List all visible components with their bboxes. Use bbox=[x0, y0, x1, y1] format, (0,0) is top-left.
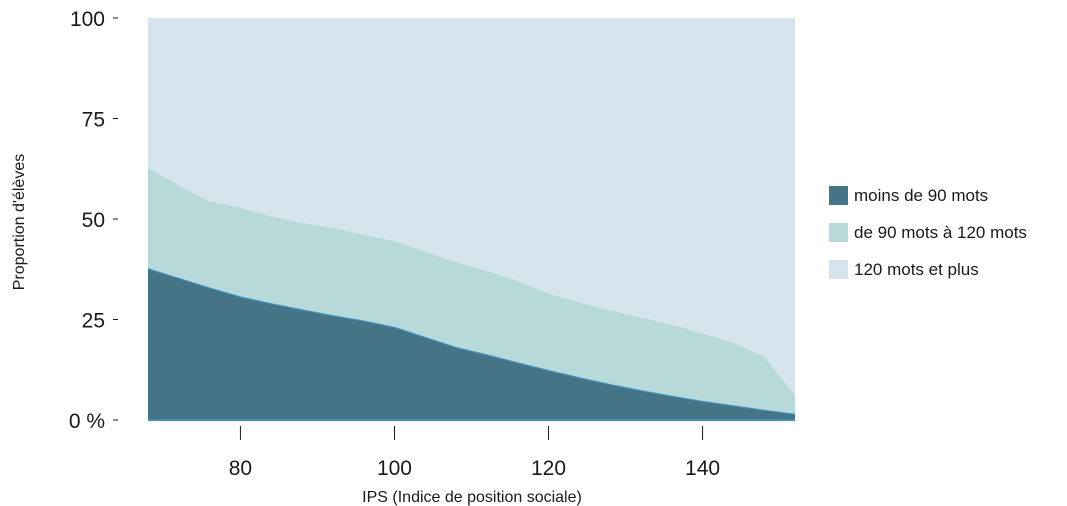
x-axis: 80 100 120 140 bbox=[229, 426, 720, 480]
y-axis: 0 % 25 50 75 100 bbox=[69, 8, 118, 433]
legend-item-120-mots-et-plus: 120 mots et plus bbox=[829, 260, 1027, 279]
x-tick-label: 120 bbox=[531, 457, 566, 480]
legend-label: 120 mots et plus bbox=[854, 260, 979, 280]
legend-item-90-a-120-mots: de 90 mots à 120 mots bbox=[829, 223, 1027, 242]
x-tick-label: 80 bbox=[229, 457, 252, 480]
legend-swatch bbox=[829, 186, 848, 205]
y-tick-label: 25 bbox=[82, 310, 105, 333]
x-axis-title: IPS (Indice de position sociale) bbox=[362, 489, 582, 506]
y-tick-label: 100 bbox=[70, 8, 105, 31]
legend: moins de 90 mots de 90 mots à 120 mots 1… bbox=[829, 186, 1027, 297]
legend-label: de 90 mots à 120 mots bbox=[854, 223, 1027, 243]
y-tick-label: 0 % bbox=[69, 410, 105, 433]
y-tick-label: 75 bbox=[82, 109, 105, 132]
legend-item-moins-de-90-mots: moins de 90 mots bbox=[829, 186, 1027, 205]
y-axis-title: Proportion d'élèves bbox=[11, 154, 28, 290]
legend-swatch bbox=[829, 260, 848, 279]
x-tick-label: 140 bbox=[685, 457, 720, 480]
legend-label: moins de 90 mots bbox=[854, 186, 988, 206]
chart-areas bbox=[148, 18, 795, 420]
x-tick-label: 100 bbox=[377, 457, 412, 480]
y-tick-label: 50 bbox=[82, 209, 105, 232]
legend-swatch bbox=[829, 223, 848, 242]
